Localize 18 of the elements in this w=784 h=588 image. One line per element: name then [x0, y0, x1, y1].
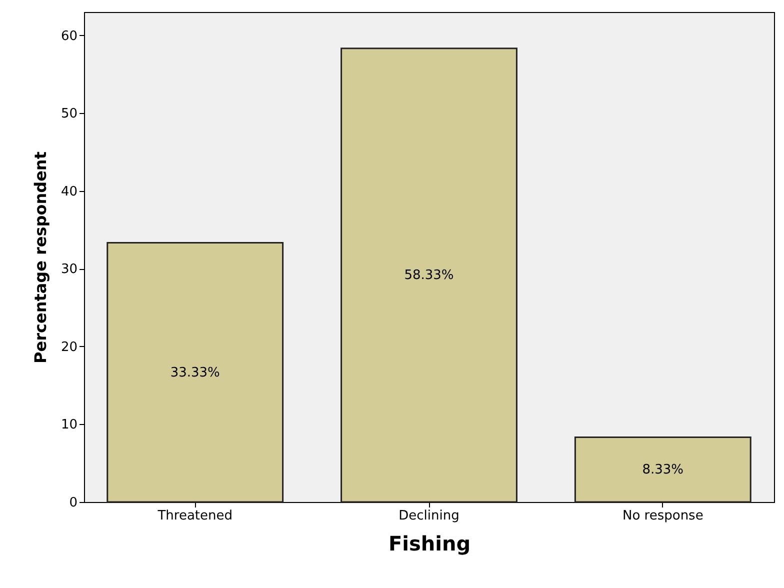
data-label: 58.33%	[404, 268, 454, 284]
y-tick-label: 60	[60, 28, 78, 44]
data-label: 8.33%	[642, 462, 684, 478]
y-tick-label: 0	[69, 496, 78, 510]
x-tick-label: Declining	[398, 508, 460, 524]
bar	[106, 242, 284, 503]
x-axis-title: Fishing	[388, 532, 471, 556]
y-tick-label: 30	[60, 262, 78, 278]
bar	[340, 48, 518, 503]
bar	[574, 436, 752, 503]
x-tick-label: No response	[622, 508, 704, 524]
y-tick-label: 40	[60, 184, 78, 200]
y-tick-label: 20	[60, 340, 78, 355]
y-axis-title: Percentage respondent	[30, 151, 50, 364]
y-tick-label: 10	[60, 418, 78, 433]
data-label: 33.33%	[170, 365, 220, 380]
y-tick-label: 50	[60, 106, 78, 122]
x-tick-label: Threatened	[156, 508, 232, 524]
